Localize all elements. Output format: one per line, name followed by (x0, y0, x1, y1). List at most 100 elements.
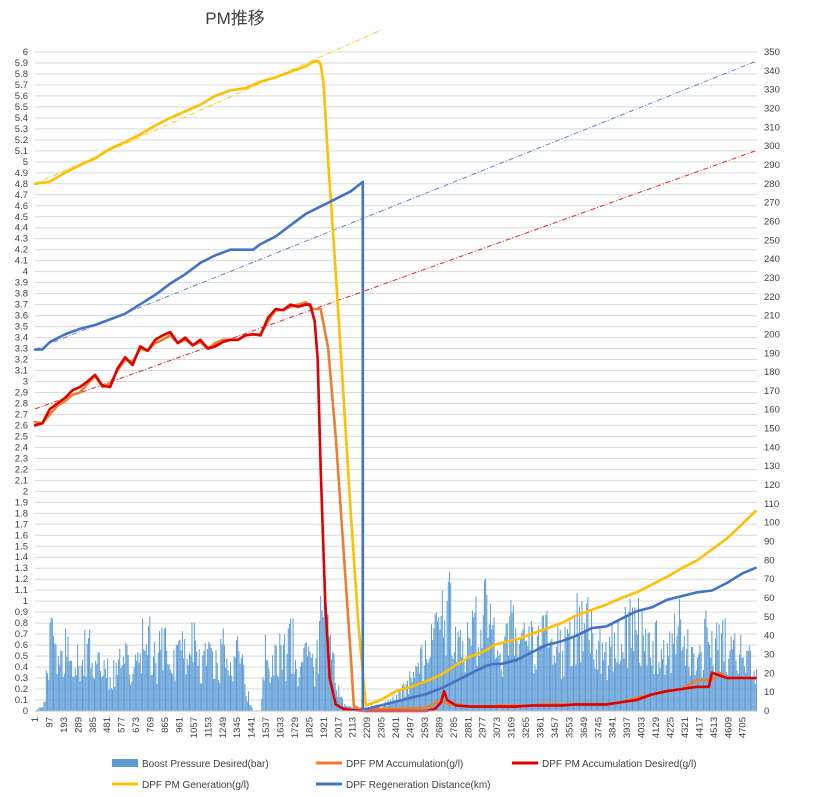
bar-boost-pressure-desired-bar (536, 635, 538, 711)
bar-boost-pressure-desired-bar (579, 606, 581, 711)
x-tick-label: 385 (88, 717, 99, 733)
bar-boost-pressure-desired-bar (629, 599, 631, 711)
y-left-tick-label: 3.7 (15, 300, 28, 311)
bar-boost-pressure-desired-bar (553, 655, 555, 711)
bar-boost-pressure-desired-bar (440, 615, 442, 711)
bar-boost-pressure-desired-bar (323, 602, 325, 711)
bar-boost-pressure-desired-bar (464, 672, 466, 711)
bar-boost-pressure-desired-bar (747, 650, 749, 711)
y-left-tick-label: 5.1 (15, 146, 28, 157)
bar-boost-pressure-desired-bar (208, 641, 210, 711)
bar-boost-pressure-desired-bar (473, 617, 475, 711)
bar-boost-pressure-desired-bar (605, 642, 607, 711)
bar-boost-pressure-desired-bar (63, 674, 65, 711)
bar-boost-pressure-desired-bar (465, 656, 467, 711)
bar-boost-pressure-desired-bar (97, 652, 99, 711)
bar-boost-pressure-desired-bar (560, 679, 562, 711)
bar-boost-pressure-desired-bar (707, 642, 709, 711)
bar-boost-pressure-desired-bar (713, 672, 715, 711)
x-tick-label: 2113 (348, 717, 359, 737)
bar-boost-pressure-desired-bar (316, 639, 318, 711)
bar-boost-pressure-desired-bar (113, 660, 115, 711)
bar-boost-pressure-desired-bar (566, 629, 568, 711)
bar-boost-pressure-desired-bar (144, 651, 146, 711)
bar-boost-pressure-desired-bar (504, 636, 506, 711)
x-tick-label: 4129 (651, 717, 662, 738)
bar-boost-pressure-desired-bar (610, 646, 612, 711)
boost-pressure-bars (36, 572, 757, 711)
y-left-tick-label: 5.6 (15, 91, 28, 102)
bar-boost-pressure-desired-bar (101, 677, 103, 711)
bar-boost-pressure-desired-bar (494, 658, 496, 711)
bar-boost-pressure-desired-bar (417, 662, 419, 711)
bar-boost-pressure-desired-bar (65, 628, 67, 711)
y-left-tick-label: 2.6 (15, 420, 28, 431)
bar-boost-pressure-desired-bar (666, 643, 668, 711)
y-left-tick-label: 5 (23, 157, 28, 168)
bar-boost-pressure-desired-bar (565, 636, 567, 711)
y-left-tick-label: 4.7 (15, 190, 28, 201)
bar-boost-pressure-desired-bar (56, 674, 58, 711)
bar-boost-pressure-desired-bar (124, 663, 126, 711)
bar-boost-pressure-desired-bar (702, 669, 704, 711)
y-left-tick-label: 3.3 (15, 344, 28, 355)
bar-boost-pressure-desired-bar (698, 654, 700, 711)
y-right-tick-label: 90 (764, 537, 775, 548)
y-left-tick-label: 4.3 (15, 234, 28, 245)
bar-boost-pressure-desired-bar (505, 623, 507, 711)
x-tick-label: 2401 (391, 717, 402, 738)
y-right-tick-label: 240 (764, 254, 780, 265)
bar-boost-pressure-desired-bar (634, 607, 636, 711)
bar-boost-pressure-desired-bar (227, 670, 229, 711)
bar-boost-pressure-desired-bar (234, 657, 236, 711)
x-tick-label: 1 (30, 717, 41, 722)
bar-boost-pressure-desired-bar (467, 622, 469, 711)
bar-boost-pressure-desired-bar (492, 624, 494, 711)
y-left-tick-label: 2.7 (15, 409, 28, 420)
bar-boost-pressure-desired-bar (59, 664, 61, 711)
y-left-tick-label: 3.1 (15, 366, 28, 377)
bar-boost-pressure-desired-bar (38, 707, 40, 711)
trend-distance (34, 60, 756, 350)
y-right-tick-label: 100 (764, 518, 780, 529)
bar-boost-pressure-desired-bar (470, 645, 472, 711)
bar-boost-pressure-desired-bar (530, 621, 532, 711)
bar-boost-pressure-desired-bar (683, 635, 685, 711)
bar-boost-pressure-desired-bar (341, 698, 343, 711)
bar-boost-pressure-desired-bar (576, 593, 578, 711)
bar-boost-pressure-desired-bar (305, 642, 307, 711)
bar-boost-pressure-desired-bar (42, 707, 44, 711)
bar-boost-pressure-desired-bar (180, 650, 182, 711)
bar-boost-pressure-desired-bar (509, 616, 511, 711)
y-right-tick-label: 270 (764, 198, 780, 209)
bar-boost-pressure-desired-bar (90, 668, 92, 711)
y-right-tick-label: 350 (764, 47, 780, 58)
bar-boost-pressure-desired-bar (403, 683, 405, 711)
bar-boost-pressure-desired-bar (604, 651, 606, 711)
bar-boost-pressure-desired-bar (544, 629, 546, 711)
y-left-tick-label: 0.3 (15, 673, 28, 684)
bar-boost-pressure-desired-bar (193, 622, 195, 711)
bar-boost-pressure-desired-bar (441, 590, 443, 711)
bar-boost-pressure-desired-bar (81, 660, 83, 711)
x-tick-label: 3265 (521, 717, 532, 738)
bar-boost-pressure-desired-bar (585, 631, 587, 711)
bar-boost-pressure-desired-bar (625, 616, 627, 711)
bar-boost-pressure-desired-bar (55, 644, 57, 711)
bar-boost-pressure-desired-bar (262, 677, 264, 711)
bar-boost-pressure-desired-bar (556, 646, 558, 711)
bar-boost-pressure-desired-bar (695, 670, 697, 711)
x-tick-label: 3745 (593, 717, 604, 738)
bar-boost-pressure-desired-bar (288, 623, 290, 711)
bar-boost-pressure-desired-bar (617, 621, 619, 711)
bar-boost-pressure-desired-bar (245, 696, 247, 711)
x-tick-label: 3073 (492, 717, 503, 738)
y-left-tick-label: 4 (23, 267, 28, 278)
x-tick-label: 1057 (189, 717, 200, 738)
bar-boost-pressure-desired-bar (587, 596, 589, 711)
bar-boost-pressure-desired-bar (294, 660, 296, 711)
x-tick-label: 2881 (463, 717, 474, 738)
bar-boost-pressure-desired-bar (611, 621, 613, 711)
bar-boost-pressure-desired-bar (93, 679, 95, 711)
bar-boost-pressure-desired-bar (250, 704, 252, 711)
